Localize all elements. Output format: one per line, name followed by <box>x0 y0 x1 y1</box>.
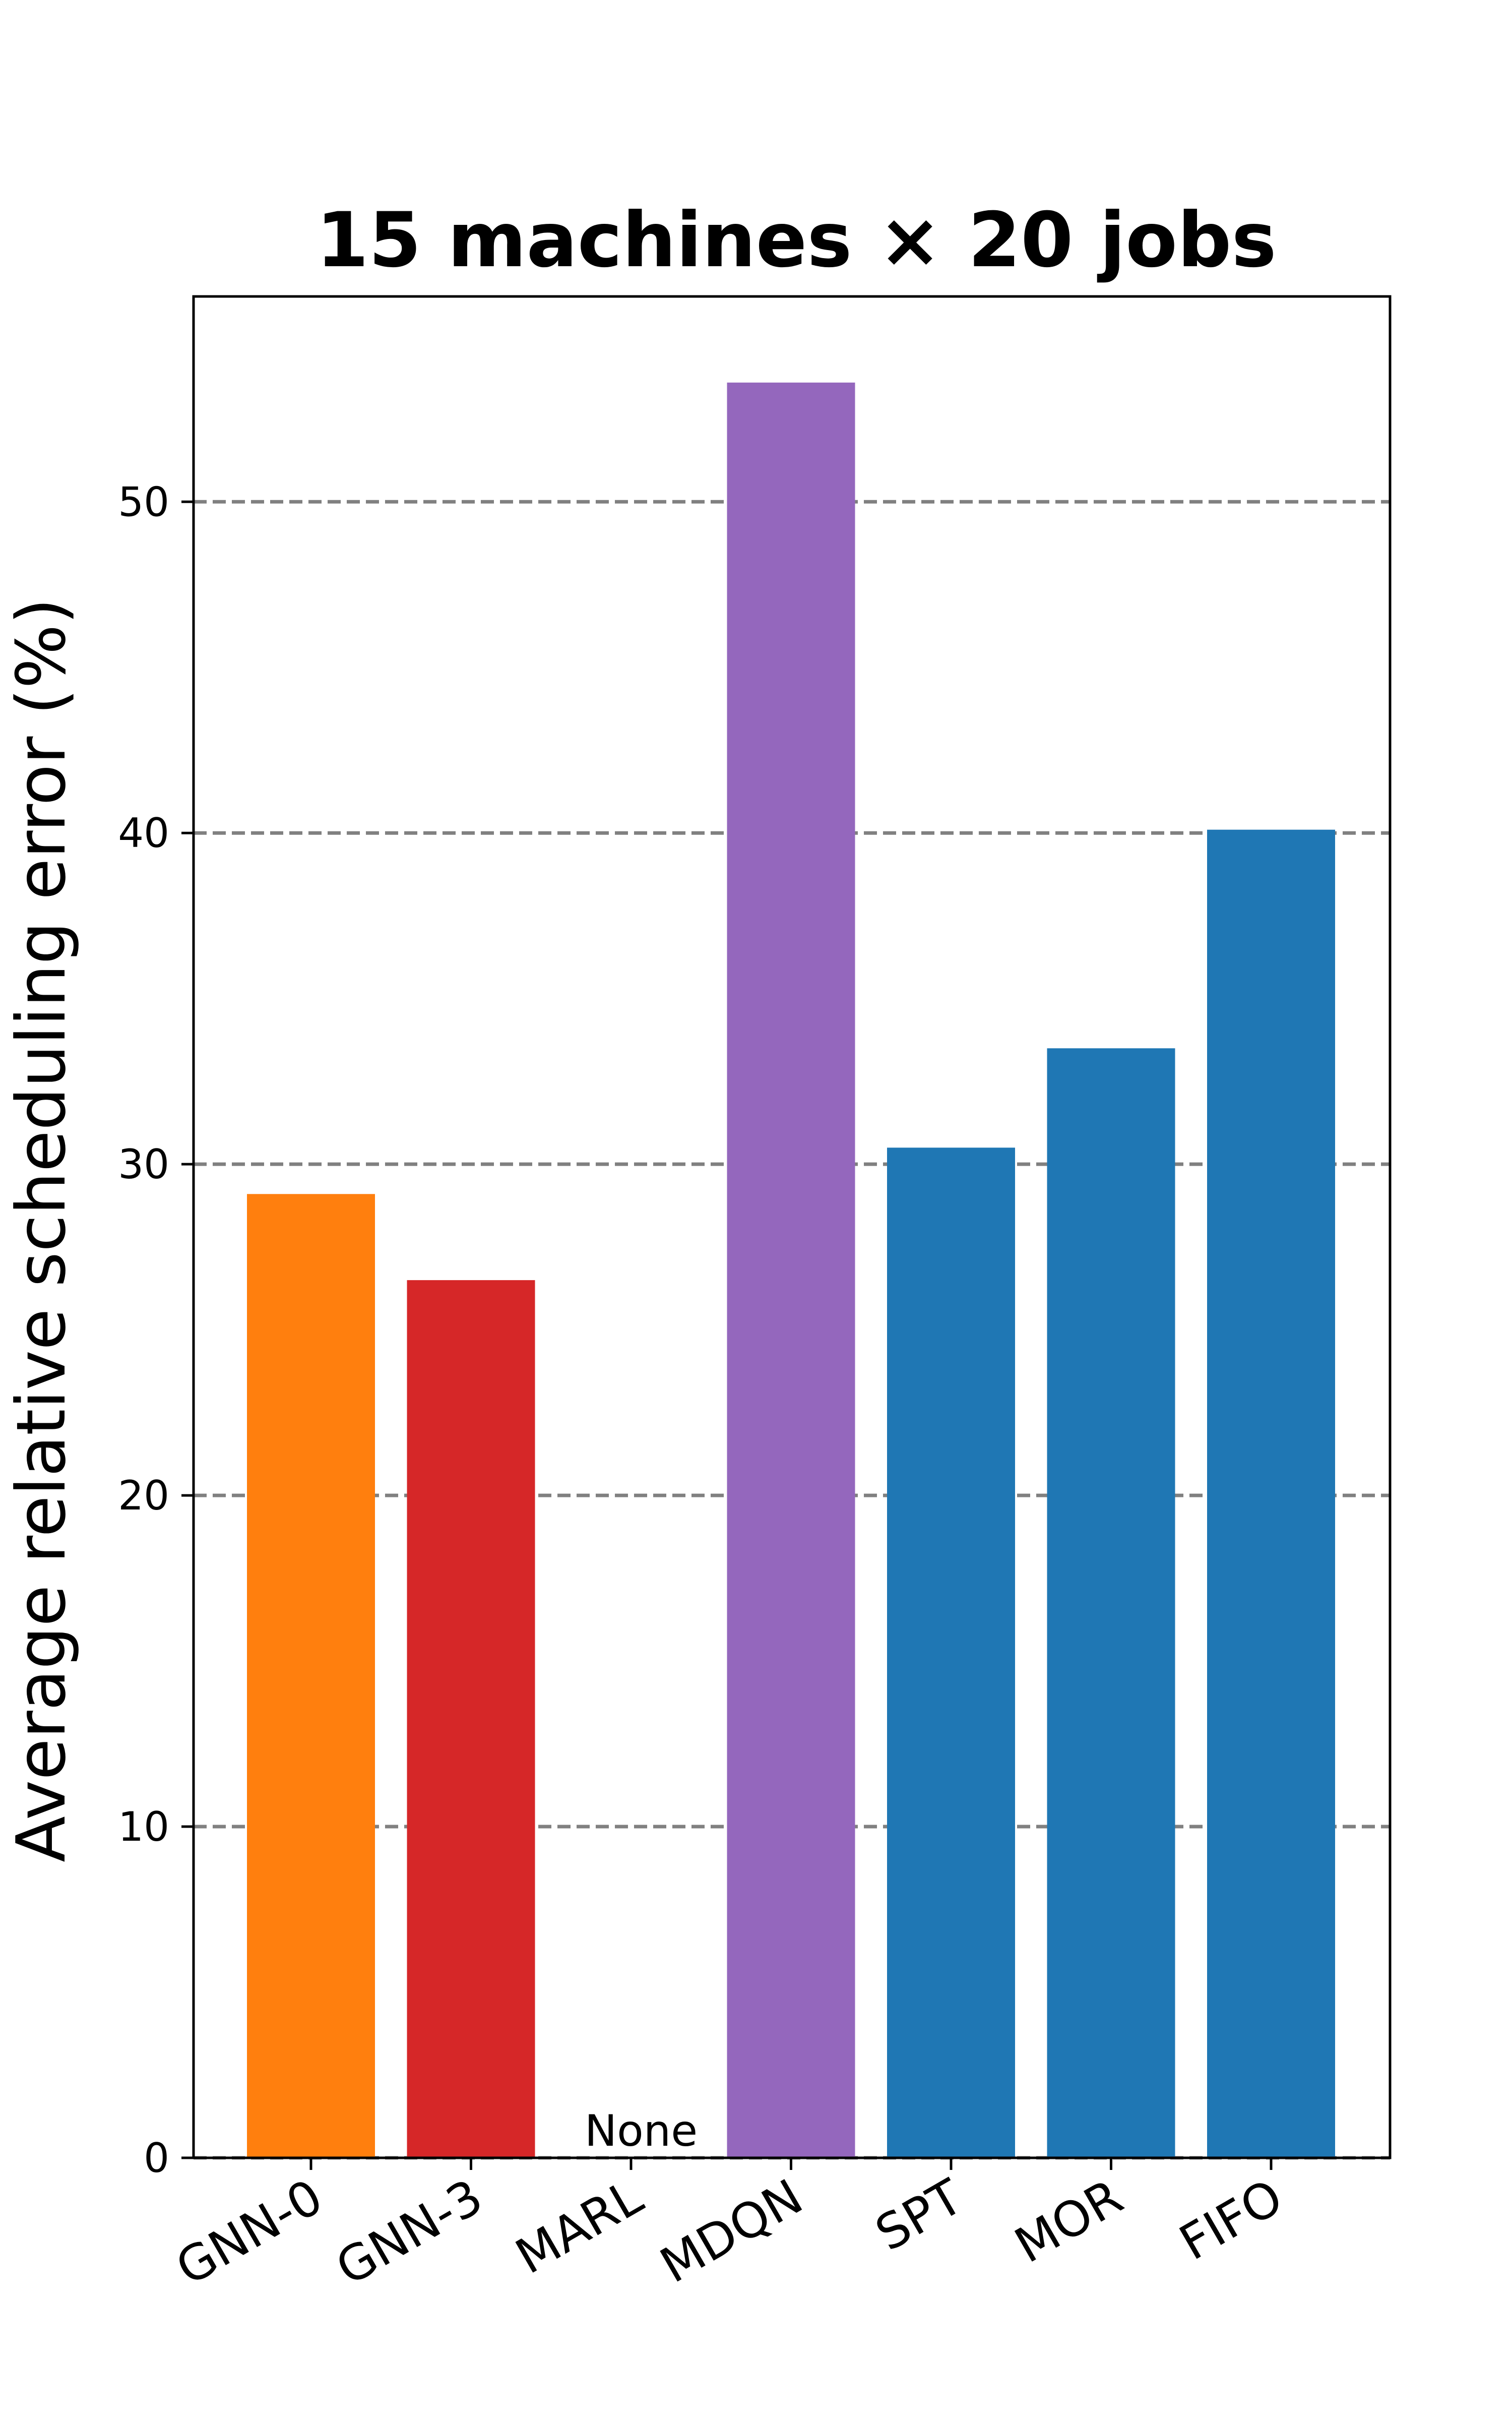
annotations: None <box>585 2106 698 2156</box>
y-tick-label: 10 <box>118 1803 169 1850</box>
x-tick-label: FIFO <box>1170 2168 1292 2271</box>
x-tick-label: GNN-0 <box>167 2168 332 2296</box>
x-tick-label: MDQN <box>651 2168 812 2294</box>
bar-mor <box>1047 1048 1175 2158</box>
x-tick-label: GNN-3 <box>327 2168 492 2296</box>
x-tick-label: MARL <box>507 2168 652 2285</box>
annotation-none: None <box>585 2106 698 2156</box>
y-axis-ticks: 0 10 20 30 40 50 <box>118 478 194 2182</box>
bar-spt <box>887 1147 1015 2158</box>
y-tick-label: 0 <box>144 2135 169 2182</box>
y-axis-label: Average relative scheduling error (%) <box>2 598 81 1862</box>
bar-gnn-3 <box>407 1280 535 2158</box>
bar-gnn-0 <box>247 1194 375 2158</box>
bar-fifo <box>1207 829 1335 2158</box>
x-tick-label: SPT <box>866 2168 972 2262</box>
y-tick-label: 20 <box>118 1472 169 1519</box>
y-tick-label: 40 <box>118 810 169 857</box>
y-tick-label: 50 <box>118 478 169 525</box>
x-tick-label: MOR <box>1005 2168 1132 2274</box>
bars <box>247 382 1335 2158</box>
chart-title: 15 machines × 20 jobs <box>316 197 1277 284</box>
bar-mdqn <box>727 382 855 2158</box>
y-tick-label: 30 <box>118 1141 169 1188</box>
